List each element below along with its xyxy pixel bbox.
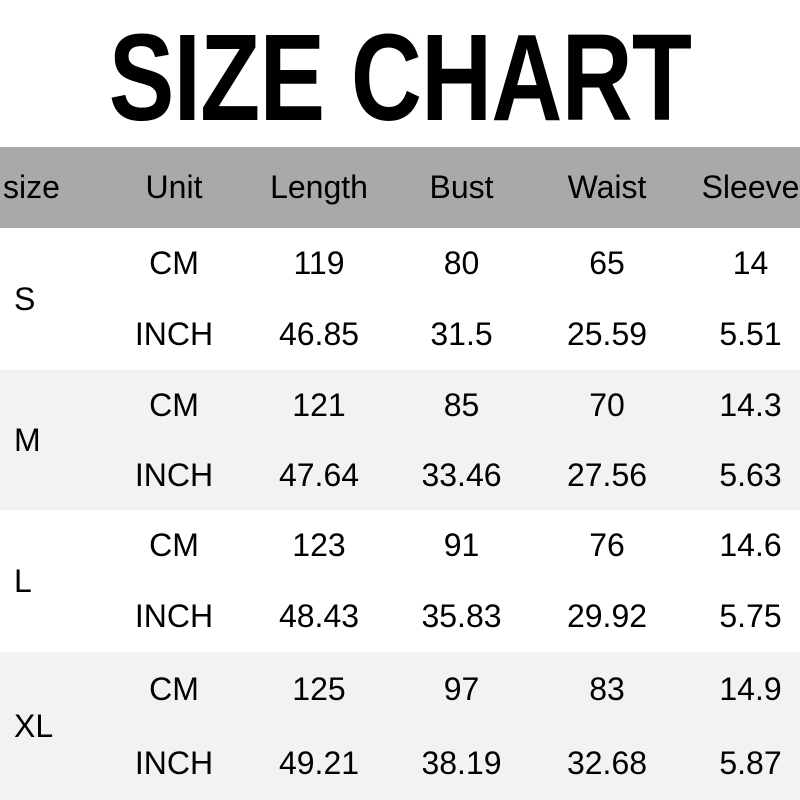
table-row-size-m: M CM 121 85 70 14.3 INCH 47.64 33.46 27.…: [0, 370, 800, 510]
unit-label-cm: CM: [149, 386, 199, 423]
s-cm-waist: 65: [589, 245, 625, 281]
size-label-s: S: [14, 280, 36, 317]
m-inch-sleeve: 5.63: [719, 456, 782, 493]
size-label-m: M: [14, 421, 41, 458]
l-inch-length: 48.43: [278, 598, 360, 634]
unit-label-inch: INCH: [134, 316, 214, 352]
s-cm-length: 119: [293, 245, 345, 281]
table-header-row: size Unit Length Bust Waist Sleeve: [0, 147, 800, 228]
xl-inch-length: 49.21: [278, 744, 360, 781]
size-label-xl: XL: [14, 707, 54, 744]
xl-inch-bust: 38.19: [421, 744, 502, 781]
xl-cm-sleeve: 14.9: [719, 670, 782, 707]
column-header-waist: Waist: [567, 169, 647, 205]
s-inch-length: 46.85: [278, 316, 360, 352]
l-cm-sleeve: 14.6: [719, 527, 782, 563]
table-row-size-s: S CM 119 80 65 14 INCH 46.85 31.5 25.59 …: [0, 228, 800, 370]
xl-cm-bust: 97: [443, 670, 480, 707]
unit-label-inch: INCH: [134, 744, 214, 781]
s-cm-bust: 80: [443, 245, 480, 281]
column-header-size: size: [3, 169, 60, 205]
m-inch-bust: 33.46: [421, 456, 502, 493]
column-header-sleeve: Sleeve: [701, 169, 800, 205]
page-title: SIZE CHART: [108, 9, 692, 147]
size-table: size Unit Length Bust Waist Sleeve S CM …: [0, 147, 800, 800]
l-cm-bust: 91: [443, 527, 480, 563]
column-header-bust: Bust: [429, 169, 494, 205]
l-cm-waist: 76: [589, 527, 625, 563]
size-label-l: L: [14, 562, 32, 599]
xl-inch-waist: 32.68: [566, 744, 648, 781]
m-inch-waist: 27.56: [566, 456, 648, 493]
unit-label-inch: INCH: [134, 598, 214, 634]
unit-label-cm: CM: [149, 245, 199, 281]
xl-cm-length: 125: [292, 670, 346, 707]
xl-inch-sleeve: 5.87: [719, 744, 782, 781]
unit-label-cm: CM: [149, 670, 199, 707]
unit-label-inch: INCH: [134, 456, 214, 493]
unit-label-cm: CM: [149, 527, 199, 563]
m-cm-bust: 85: [443, 386, 480, 423]
l-inch-sleeve: 5.75: [719, 598, 782, 634]
xl-cm-waist: 83: [589, 670, 625, 707]
column-header-unit: Unit: [145, 169, 203, 205]
title-area: SIZE CHART: [0, 8, 800, 148]
l-cm-length: 123: [292, 527, 346, 563]
m-cm-waist: 70: [589, 386, 625, 423]
m-cm-sleeve: 14.3: [719, 386, 782, 423]
m-inch-length: 47.64: [278, 456, 360, 493]
table-row-size-l: L CM 123 91 76 14.6 INCH 48.43 35.83 29.…: [0, 510, 800, 652]
l-inch-bust: 35.83: [421, 598, 502, 634]
s-inch-bust: 31.5: [430, 316, 493, 352]
table-row-size-xl: XL CM 125 97 83 14.9 INCH 49.21 38.19 32…: [0, 652, 800, 800]
m-cm-length: 121: [292, 386, 346, 423]
s-inch-waist: 25.59: [566, 316, 648, 352]
l-inch-waist: 29.92: [566, 598, 648, 634]
column-header-length: Length: [270, 169, 368, 205]
s-inch-sleeve: 5.51: [719, 316, 782, 352]
s-cm-sleeve: 14: [732, 245, 769, 281]
